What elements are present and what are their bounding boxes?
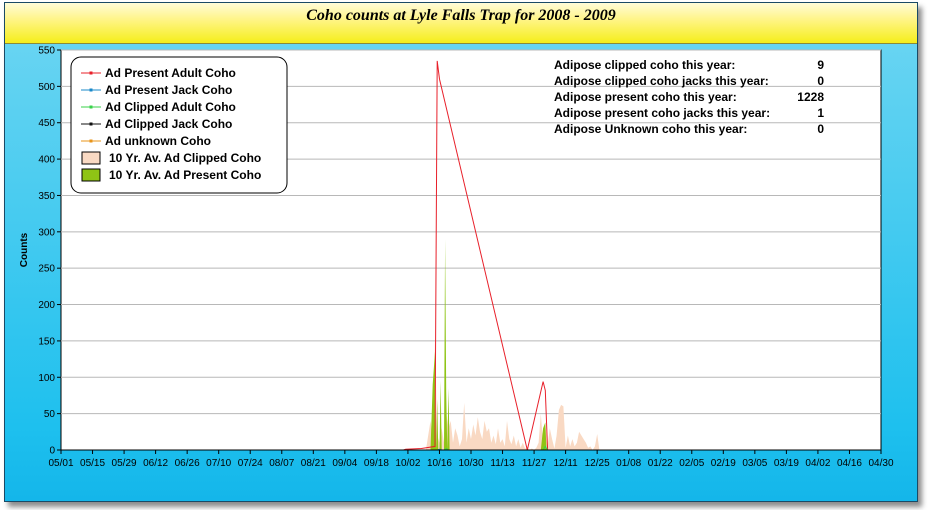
stat-label: Adipose clipped coho this year:	[554, 58, 735, 72]
x-tick-label: 12/11	[553, 458, 578, 469]
x-tick-label: 10/02	[395, 458, 420, 469]
y-tick-label: 500	[38, 82, 55, 93]
x-tick-label: 11/27	[522, 458, 547, 469]
x-tick-label: 02/19	[711, 458, 736, 469]
legend-label: 10 Yr. Av. Ad Present Coho	[109, 168, 261, 182]
chart-frame: Coho counts at Lyle Falls Trap for 2008 …	[4, 2, 918, 502]
y-tick-label: 450	[38, 118, 55, 129]
x-tick-label: 04/30	[868, 458, 893, 469]
legend-swatch-area	[81, 151, 101, 165]
x-tick-label: 02/05	[679, 458, 704, 469]
x-tick-label: 07/24	[238, 458, 263, 469]
y-tick-label: 100	[38, 373, 55, 384]
stat-label: Adipose present coho jacks this year:	[554, 106, 770, 120]
x-tick-label: 09/04	[332, 458, 357, 469]
x-tick-label: 05/29	[112, 458, 137, 469]
legend-label: Ad Clipped Jack Coho	[105, 117, 232, 131]
x-tick-label: 08/21	[301, 458, 326, 469]
legend-swatch-marker	[89, 139, 93, 143]
legend-swatch-marker	[89, 88, 93, 92]
x-tick-label: 06/12	[143, 458, 168, 469]
stat-label: Adipose present coho this year:	[554, 90, 737, 104]
y-tick-label: 150	[38, 336, 55, 347]
legend-swatch-marker	[89, 122, 93, 126]
y-tick-label: 50	[44, 409, 56, 420]
x-tick-label: 04/16	[837, 458, 862, 469]
legend-label: Ad Present Adult Coho	[105, 66, 236, 80]
legend-box	[70, 56, 288, 194]
x-tick-label: 06/26	[175, 458, 200, 469]
x-tick-label: 09/18	[364, 458, 389, 469]
x-tick-label: 10/30	[458, 458, 483, 469]
x-tick-label: 01/22	[648, 458, 673, 469]
y-tick-label: 300	[38, 227, 55, 238]
legend-label: Ad Clipped Adult Coho	[105, 100, 236, 114]
x-tick-label: 12/25	[585, 458, 610, 469]
line-series-ad-clipped-adult-coho	[443, 445, 549, 450]
legend-swatch-area	[81, 168, 101, 182]
y-tick-label: 400	[38, 155, 55, 166]
stat-value: 9	[817, 58, 824, 72]
x-tick-label: 11/13	[490, 458, 515, 469]
stat-value: 1228	[797, 90, 824, 104]
y-tick-label: 550	[38, 46, 55, 57]
y-tick-label: 350	[38, 191, 55, 202]
x-tick-label: 03/05	[742, 458, 767, 469]
x-tick-label: 04/02	[805, 458, 830, 469]
stat-label: Adipose clipped coho jacks this year:	[554, 74, 769, 88]
stat-value: 1	[817, 106, 824, 120]
x-tick-label: 05/15	[80, 458, 105, 469]
legend-label: 10 Yr. Av. Ad Clipped Coho	[109, 151, 261, 165]
x-tick-label: 08/07	[269, 458, 294, 469]
x-tick-label: 10/16	[427, 458, 452, 469]
y-tick-label: 250	[38, 264, 55, 275]
y-axis-title: Counts	[19, 232, 30, 267]
stat-value: 0	[817, 74, 824, 88]
line-series-ad-present-adult-coho	[403, 60, 549, 450]
x-tick-label: 01/08	[616, 458, 641, 469]
y-tick-label: 200	[38, 300, 55, 311]
legend-label: Ad Present Jack Coho	[105, 83, 232, 97]
stat-label: Adipose Unknown coho this year:	[554, 122, 747, 136]
legend-label: Ad unknown Coho	[105, 134, 211, 148]
legend-swatch-marker	[89, 105, 93, 109]
x-tick-label: 07/10	[206, 458, 231, 469]
x-tick-label: 05/01	[48, 458, 73, 469]
title-bar: Coho counts at Lyle Falls Trap for 2008 …	[5, 3, 917, 44]
chart-title: Coho counts at Lyle Falls Trap for 2008 …	[306, 7, 616, 24]
y-tick-label: 0	[49, 446, 55, 457]
legend-swatch-marker	[89, 71, 93, 75]
stat-value: 0	[817, 122, 824, 136]
x-tick-label: 03/19	[774, 458, 799, 469]
